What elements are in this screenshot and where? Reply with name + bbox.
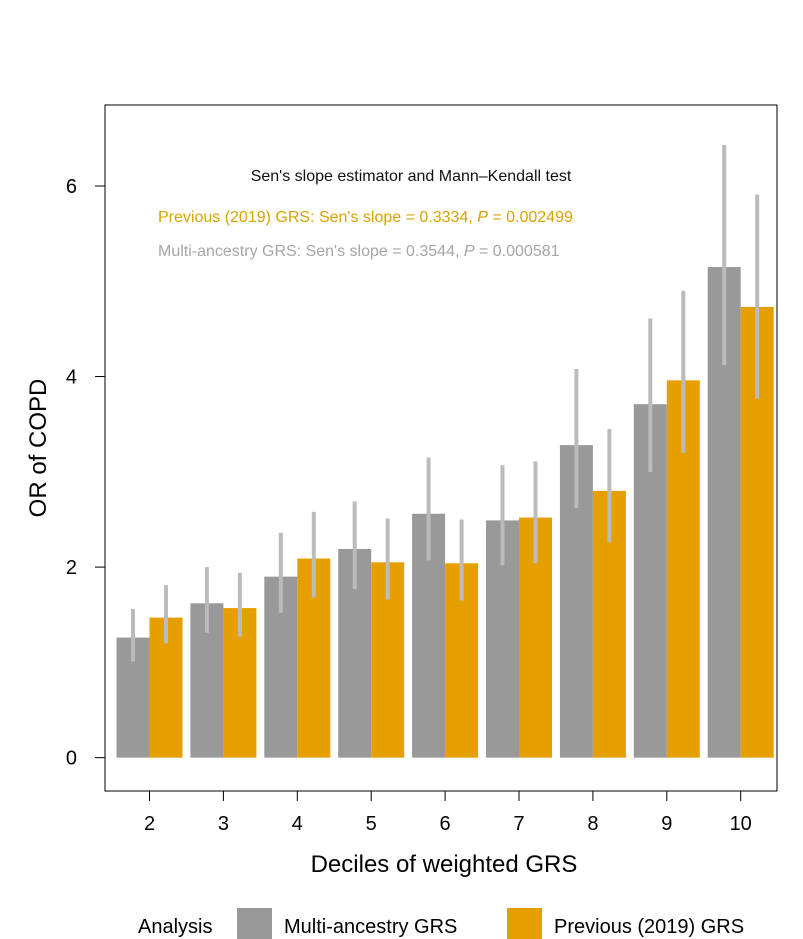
x-tick-label-6: 6 — [440, 813, 451, 835]
x-axis: 2 3 4 5 6 7 8 9 10 — [144, 790, 752, 835]
y-tick-label-6: 6 — [66, 176, 77, 198]
x-tick-label-5: 5 — [366, 813, 377, 835]
x-tick-label-7: 7 — [513, 813, 524, 835]
x-tick-label-9: 9 — [661, 813, 672, 835]
x-tick-label-4: 4 — [292, 813, 303, 835]
annotation-multi-p-symbol: P — [464, 243, 475, 260]
x-tick-label-3: 3 — [218, 813, 229, 835]
legend-title: Analysis — [138, 916, 212, 938]
bars-layer — [116, 266, 774, 758]
x-tick-label-8: 8 — [587, 813, 598, 835]
annotation-previous-prefix: Previous (2019) GRS: Sen's slope = 0.333… — [158, 209, 477, 226]
legend-swatch-multi-ancestry — [237, 908, 272, 939]
legend-label-multi-ancestry: Multi-ancestry GRS — [284, 916, 457, 938]
x-tick-label-10: 10 — [730, 813, 752, 835]
y-tick-label-4: 4 — [66, 367, 77, 389]
x-axis-title: Deciles of weighted GRS — [311, 851, 578, 878]
legend-swatch-previous — [507, 908, 542, 939]
x-tick-label-2: 2 — [144, 813, 155, 835]
annotation-previous-p-symbol: P — [477, 209, 488, 226]
annotation-previous: Previous (2019) GRS: Sen's slope = 0.333… — [158, 209, 573, 226]
legend: Analysis Multi-ancestry GRS Previous (20… — [138, 908, 744, 939]
legend-label-previous: Previous (2019) GRS — [554, 916, 744, 938]
error-bars-layer — [131, 145, 760, 662]
y-axis-title: OR of COPD — [25, 379, 52, 518]
y-axis: 0 2 4 6 — [66, 176, 106, 770]
annotation-multi-suffix: = 0.000581 — [475, 243, 560, 260]
y-tick-label-0: 0 — [66, 748, 77, 770]
annotation-heading: Sen's slope estimator and Mann–Kendall t… — [251, 168, 572, 185]
annotation-multi-prefix: Multi-ancestry GRS: Sen's slope = 0.3544… — [158, 243, 464, 260]
annotation-previous-suffix: = 0.002499 — [488, 209, 573, 226]
y-tick-label-2: 2 — [66, 557, 77, 579]
annotation-multi: Multi-ancestry GRS: Sen's slope = 0.3544… — [158, 243, 560, 260]
